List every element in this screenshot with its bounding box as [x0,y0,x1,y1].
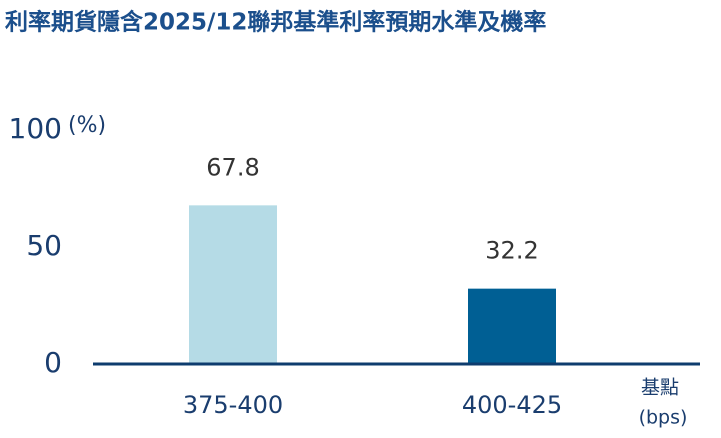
x-tick-label: 375-400 [183,391,283,419]
data-label: 32.2 [485,237,538,265]
bar [468,288,556,364]
y-tick-label: 100 [9,112,62,145]
x-tick-label: 400-425 [462,391,562,419]
y-tick-label: 0 [44,346,62,379]
chart-title: 利率期貨隱含2025/12聯邦基準利率預期水準及機率 [5,9,546,36]
x-unit: 基點 [641,377,679,399]
data-label: 67.8 [206,153,259,181]
bar [189,205,277,364]
y-unit: (%) [68,113,106,138]
y-tick-label: 50 [26,229,62,262]
x-unit: (bps) [639,407,688,429]
